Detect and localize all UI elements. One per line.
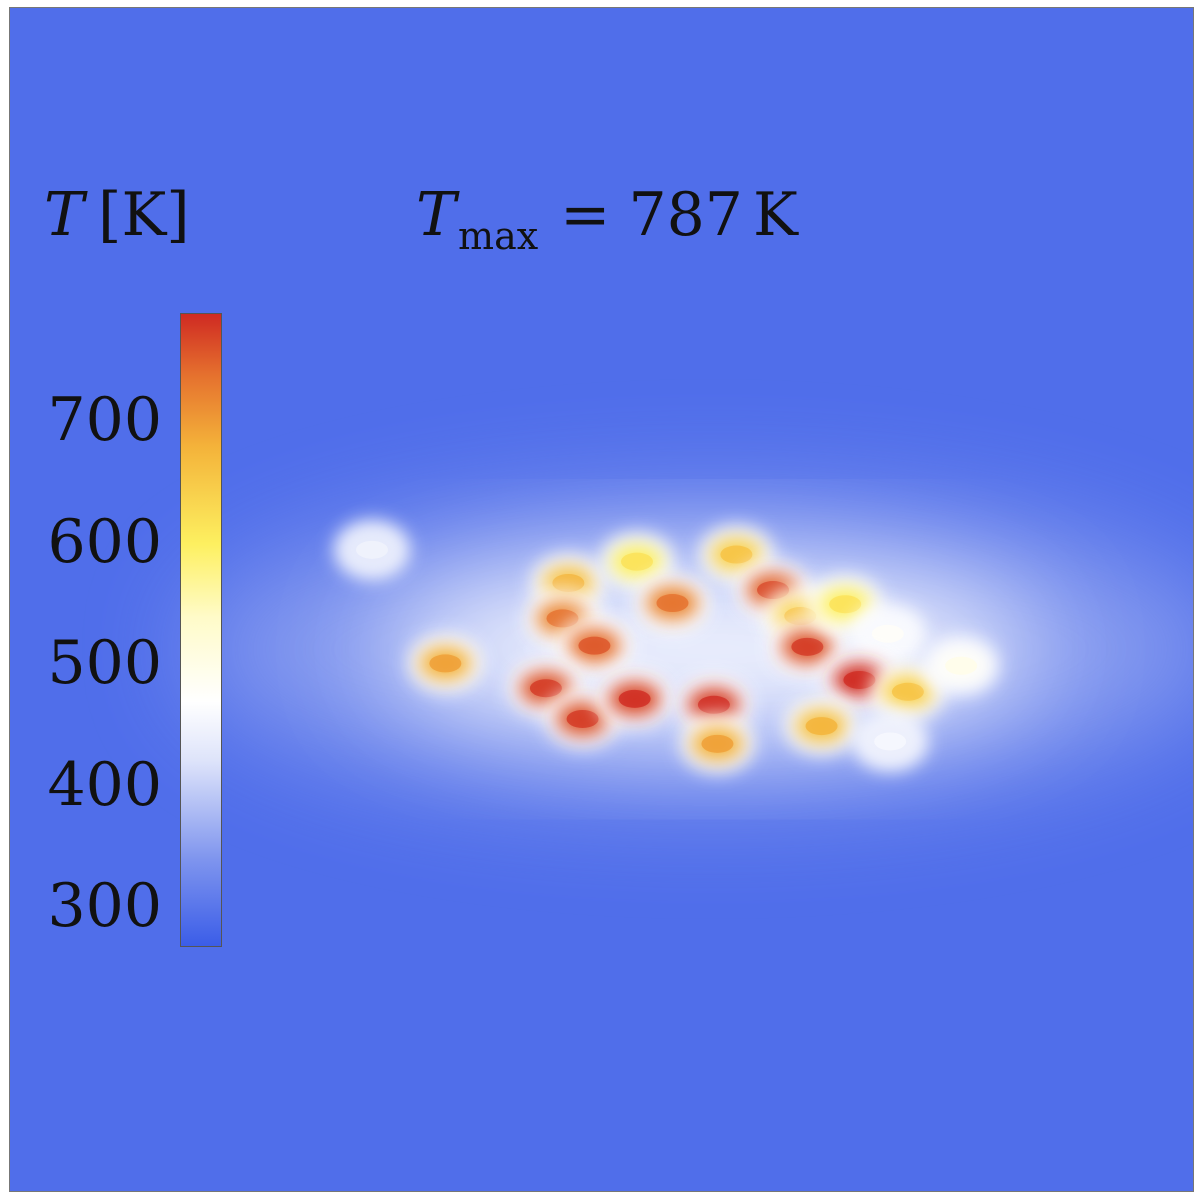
colorbar-unit: [K] (98, 180, 190, 250)
colorbar-tick-500: 500 (47, 628, 162, 699)
colorbar-symbol: T (44, 180, 85, 250)
hotspot-5 (556, 615, 633, 676)
hotspot-peak (791, 637, 824, 656)
hotspot-peak (829, 595, 862, 614)
hotspot-peak (529, 679, 562, 698)
hotspot-peak (566, 709, 599, 728)
hotspot-2 (407, 633, 484, 694)
tmax-unit: K (752, 180, 798, 250)
tmax-equals: = (560, 180, 611, 250)
hotspot-peak (945, 656, 978, 675)
temperature-heatmap (10, 8, 1193, 1191)
tmax-annotation: Tmax = 787 K (416, 180, 798, 258)
hotspot-peak (843, 670, 876, 689)
heatmap-figure: T [K] Tmax = 787 K 300 400 500 600 700 (9, 7, 1194, 1192)
hotspot-13 (849, 603, 926, 664)
hotspot-peak (874, 732, 907, 751)
hotspot-peak (805, 717, 838, 736)
hotspot-11 (769, 616, 846, 677)
hotspot-7 (634, 573, 711, 634)
hotspot-peak (618, 689, 651, 708)
colorbar-tick-700: 700 (47, 385, 162, 456)
hotspot-peak (656, 594, 689, 613)
hotspot-23 (852, 711, 929, 772)
hotspot-1 (333, 519, 410, 580)
tmax-value: 787 (628, 180, 743, 250)
hotspot-peak (620, 552, 653, 571)
hotspot-peak (871, 624, 904, 643)
colorbar-tick-300: 300 (47, 871, 162, 942)
colorbar-tick-600: 600 (47, 506, 162, 577)
hotspot-peak (891, 682, 924, 701)
tmax-subscript: max (458, 214, 539, 258)
hotspot-18 (679, 713, 756, 774)
hotspot-22 (923, 635, 1000, 696)
hotspot-21 (783, 696, 860, 757)
hotspot-peak (697, 695, 730, 714)
hotspot-peak (701, 734, 734, 753)
hotspot-peak (355, 540, 388, 559)
tmax-symbol: T (416, 180, 457, 250)
hotspot-peak (578, 636, 611, 655)
hotspot-16 (596, 668, 673, 729)
hotspot-group (333, 519, 1000, 774)
colorbar-tick-400: 400 (47, 749, 162, 820)
hotspot-peak (429, 654, 462, 673)
colorbar-title: T [K] (44, 180, 190, 250)
hotspot-peak (720, 545, 753, 564)
hotspot-peak (552, 573, 585, 592)
colorbar (180, 313, 222, 947)
